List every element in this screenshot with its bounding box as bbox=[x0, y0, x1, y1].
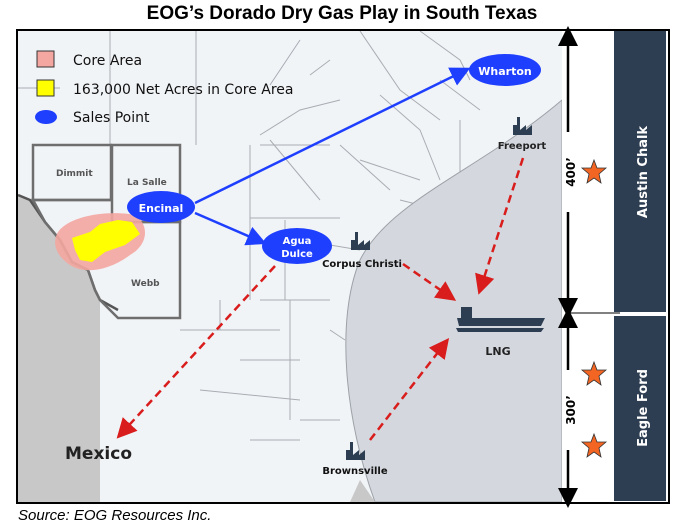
mexico-land bbox=[18, 195, 100, 502]
label-austin-chalk: Austin Chalk bbox=[636, 126, 651, 219]
sales-point-encinal[interactable] bbox=[127, 191, 195, 223]
county-webb bbox=[30, 198, 182, 320]
sales-point-wharton[interactable] bbox=[469, 54, 541, 86]
label-lasalle: La Salle bbox=[127, 178, 167, 188]
star-icon bbox=[580, 158, 608, 184]
map-frame bbox=[16, 29, 670, 504]
label-brownsville: Brownsville bbox=[322, 466, 388, 477]
label-corpus-christi: Corpus Christi bbox=[322, 259, 402, 270]
label-encinal: Encinal bbox=[139, 202, 184, 215]
label-freeport: Freeport bbox=[498, 141, 547, 152]
source-note: Source: EOG Resources Inc. bbox=[18, 507, 212, 524]
net-acres-area bbox=[72, 220, 140, 262]
label-mexico: Mexico bbox=[65, 444, 132, 464]
label-wharton: Wharton bbox=[478, 65, 531, 78]
factory-icon-freeport bbox=[505, 117, 532, 135]
austin-chalk-layer bbox=[614, 31, 666, 312]
legend-net-acres: 163,000 Net Acres in Core Area bbox=[73, 82, 294, 98]
factory-icon-brownsville bbox=[338, 442, 365, 460]
thickness-eagle-ford: 300’ bbox=[564, 395, 578, 425]
label-dimmit: Dimmit bbox=[56, 169, 93, 179]
page-title: EOG’s Dorado Dry Gas Play in South Texas bbox=[146, 3, 538, 24]
label-webb: Webb bbox=[131, 279, 160, 289]
sales-point-agua-dulce[interactable] bbox=[262, 228, 332, 264]
star-icon bbox=[580, 360, 608, 386]
legend-sales-point: Sales Point bbox=[73, 110, 150, 126]
thickness-austin-chalk: 400’ bbox=[564, 157, 578, 187]
label-lng: LNG bbox=[485, 345, 510, 358]
label-agua-dulce: Agua Dulce bbox=[281, 236, 313, 260]
legend-core-area: Core Area bbox=[73, 53, 142, 69]
factory-icon-corpus bbox=[343, 232, 370, 250]
label-eagle-ford: Eagle Ford bbox=[636, 369, 651, 447]
lng-ship-icon bbox=[456, 307, 545, 332]
eagle-ford-layer bbox=[614, 316, 666, 501]
star-icon bbox=[580, 432, 608, 458]
